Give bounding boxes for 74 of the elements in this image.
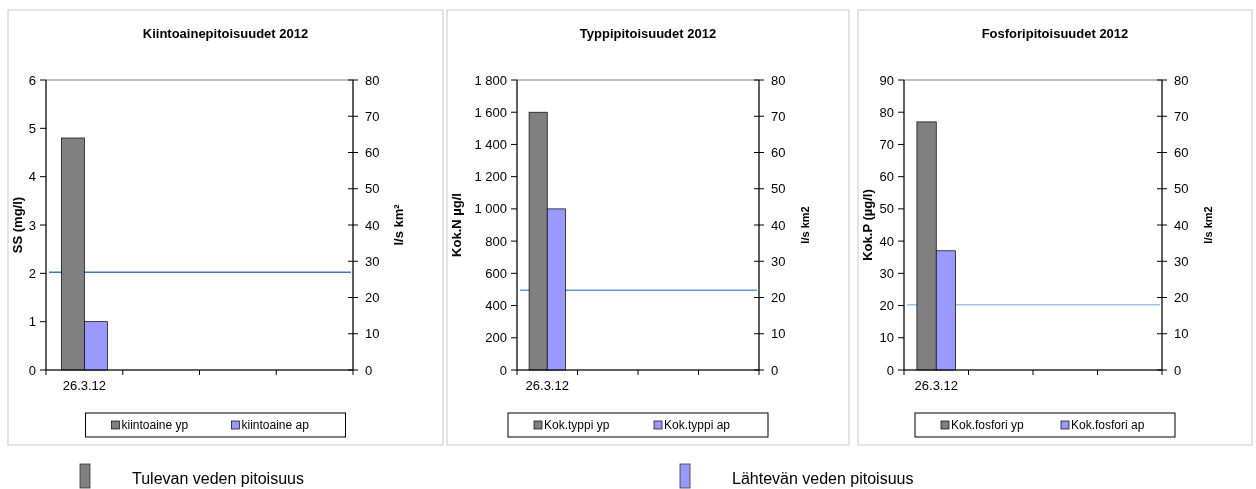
y-tick-label: 60 bbox=[879, 169, 894, 185]
y2-tick-label: 80 bbox=[365, 72, 380, 88]
y2-tick-label: 10 bbox=[771, 326, 786, 342]
y2-tick-label: 40 bbox=[771, 217, 786, 233]
chart-title: Typpipitoisuudet 2012 bbox=[579, 26, 717, 41]
y2-tick-label: 70 bbox=[771, 108, 786, 124]
chart-title: Fosforipitoisuudet 2012 bbox=[981, 26, 1129, 41]
y-tick-label: 0 bbox=[499, 362, 507, 378]
y-tick-label: 5 bbox=[28, 120, 36, 136]
y2-tick-label: 0 bbox=[1174, 362, 1182, 378]
y2-tick-label: 20 bbox=[771, 290, 786, 306]
y-tick-label: 1 000 bbox=[474, 201, 507, 217]
y2-tick-label: 60 bbox=[1174, 145, 1189, 161]
y2-tick-label: 30 bbox=[365, 253, 380, 269]
y-tick-label: 90 bbox=[879, 72, 894, 88]
text: Tulevan veden pitoisuus bbox=[132, 470, 304, 487]
text: Lähtevän veden pitoisuus bbox=[732, 470, 914, 487]
y-tick-label: 6 bbox=[28, 72, 36, 88]
legend-label: Kok.typpi yp bbox=[544, 418, 610, 432]
y2-tick-label: 20 bbox=[1174, 290, 1189, 306]
y-tick-label: 40 bbox=[879, 233, 894, 249]
y2-axis-title: l/s km2 bbox=[799, 206, 811, 244]
y-axis-title: SS (mg/l) bbox=[10, 196, 25, 254]
legend-label: Kok.fosfori ap bbox=[1071, 418, 1145, 432]
y2-tick-label: 20 bbox=[365, 290, 380, 306]
y-tick-label: 30 bbox=[879, 265, 894, 281]
legend-label: kiintoaine yp bbox=[121, 418, 189, 432]
y-tick-label: 2 bbox=[28, 265, 36, 281]
y2-tick-label: 40 bbox=[365, 217, 380, 233]
x-tick-label: 26.3.12 bbox=[62, 378, 107, 393]
y-tick-label: 1 800 bbox=[474, 72, 507, 88]
chart-title: Kiintoainepitoisuudet 2012 bbox=[142, 26, 309, 41]
y-tick-label: 70 bbox=[879, 136, 894, 152]
y2-tick-label: 80 bbox=[771, 72, 786, 88]
y2-axis-title: l/s km² bbox=[391, 203, 406, 246]
y-tick-label: 0 bbox=[886, 362, 894, 378]
y2-tick-label: 0 bbox=[771, 362, 779, 378]
y2-tick-label: 50 bbox=[365, 181, 380, 197]
y-tick-label: 50 bbox=[879, 201, 894, 217]
y-tick-label: 1 200 bbox=[474, 169, 507, 185]
y-tick-label: 20 bbox=[879, 298, 894, 314]
y-tick-label: 1 400 bbox=[474, 136, 507, 152]
y2-tick-label: 80 bbox=[1174, 72, 1189, 88]
y2-tick-label: 50 bbox=[1174, 181, 1189, 197]
y2-tick-label: 70 bbox=[1174, 108, 1189, 124]
legend-label: Kok.typpi ap bbox=[664, 418, 731, 432]
y-axis-title: Kok.P (µg/l) bbox=[860, 189, 875, 261]
y-tick-label: 600 bbox=[485, 265, 507, 281]
y-tick-label: 10 bbox=[879, 330, 894, 346]
y-tick-label: 400 bbox=[485, 298, 507, 314]
y-tick-label: 200 bbox=[485, 330, 507, 346]
y2-tick-label: 30 bbox=[771, 253, 786, 269]
y2-tick-label: 10 bbox=[365, 326, 380, 342]
y2-tick-label: 40 bbox=[1174, 217, 1189, 233]
y2-tick-label: 70 bbox=[365, 108, 380, 124]
y2-tick-label: 50 bbox=[771, 181, 786, 197]
y2-tick-label: 60 bbox=[365, 145, 380, 161]
legend-label: Kok.fosfori yp bbox=[951, 418, 1025, 432]
y2-axis-title: l/s km2 bbox=[1202, 206, 1214, 244]
y-tick-label: 0 bbox=[28, 362, 36, 378]
y-tick-label: 1 bbox=[28, 314, 36, 330]
legend-label: kiintoaine ap bbox=[241, 418, 310, 432]
y-tick-label: 800 bbox=[485, 233, 507, 249]
y2-tick-label: 30 bbox=[1174, 253, 1189, 269]
x-tick-label: 26.3.12 bbox=[525, 378, 569, 393]
x-tick-label: 26.3.12 bbox=[914, 378, 958, 393]
y2-tick-label: 10 bbox=[1174, 326, 1189, 342]
y-axis-title: Kok.N µg/l bbox=[449, 193, 464, 257]
y2-tick-label: 60 bbox=[771, 145, 786, 161]
y-tick-label: 3 bbox=[28, 217, 36, 233]
y2-tick-label: 0 bbox=[365, 362, 373, 378]
y-tick-label: 80 bbox=[879, 104, 894, 120]
y-tick-label: 1 600 bbox=[474, 104, 507, 120]
y-tick-label: 4 bbox=[28, 169, 36, 185]
